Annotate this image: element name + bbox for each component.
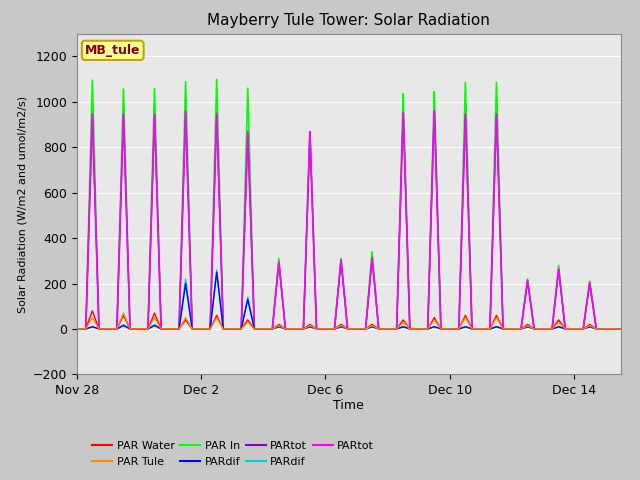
Text: MB_tule: MB_tule [85,44,140,57]
Title: Mayberry Tule Tower: Solar Radiation: Mayberry Tule Tower: Solar Radiation [207,13,490,28]
Y-axis label: Solar Radiation (W/m2 and umol/m2/s): Solar Radiation (W/m2 and umol/m2/s) [17,96,27,312]
Legend: PAR Water, PAR Tule, PAR In, PARdif, PARtot, PARdif, PARtot: PAR Water, PAR Tule, PAR In, PARdif, PAR… [88,437,378,471]
X-axis label: Time: Time [333,398,364,411]
